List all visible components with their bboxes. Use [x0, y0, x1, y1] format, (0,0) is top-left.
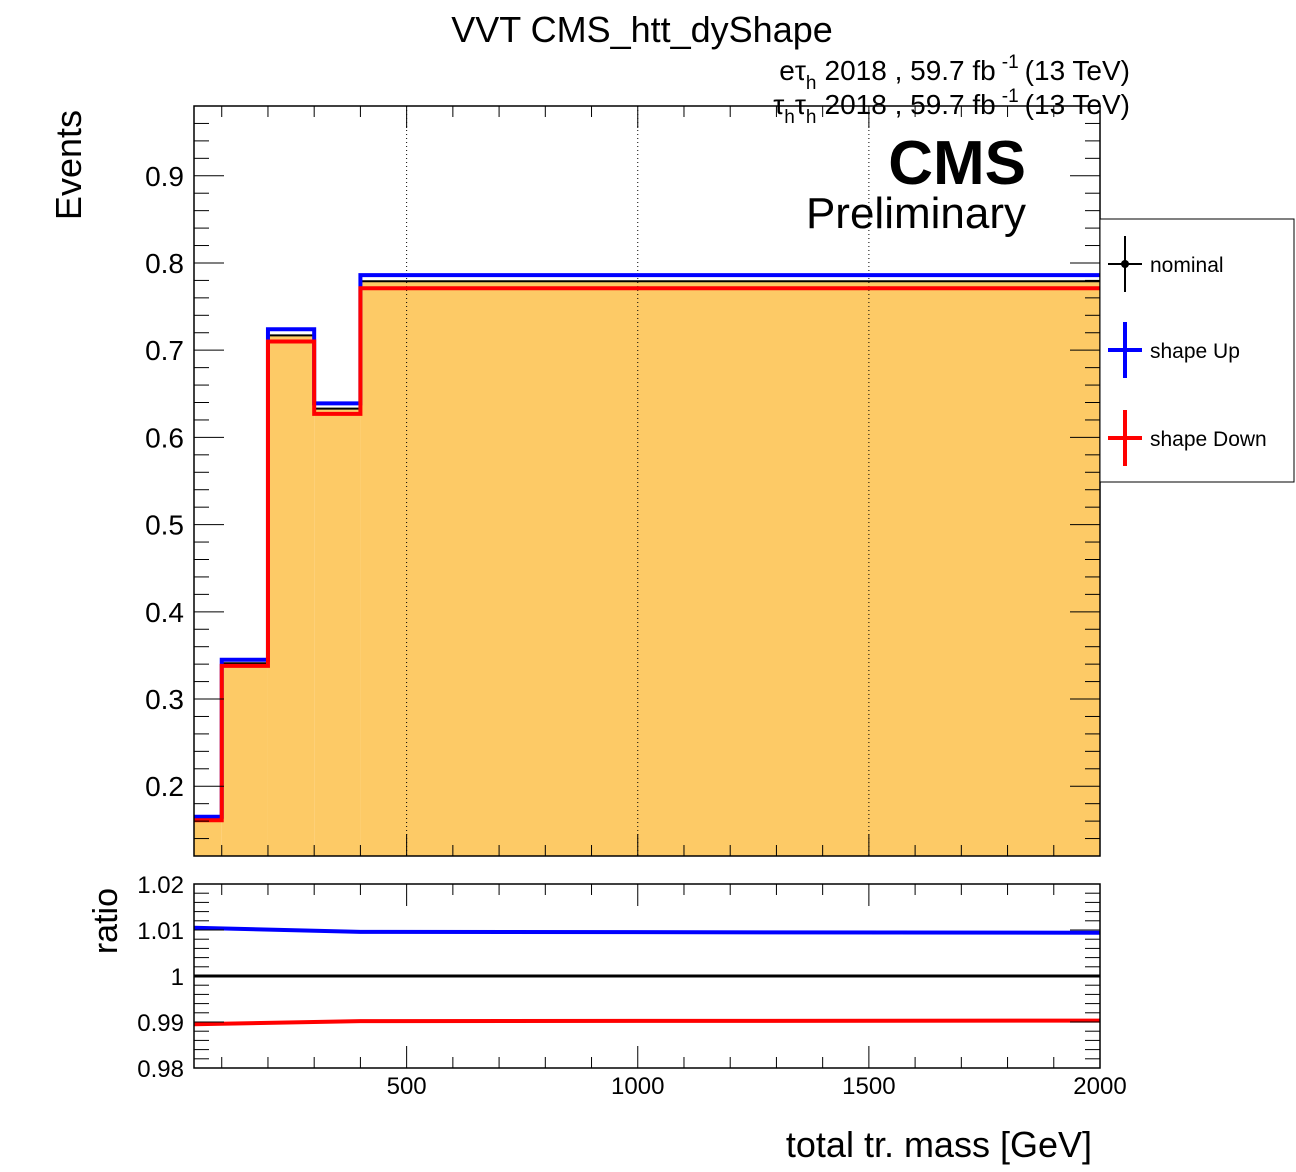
lumi-2-channel2: τ	[795, 89, 806, 120]
lumi-line-1: eτh 2018 , 59.7 fb -1 (13 TeV)	[779, 52, 1130, 94]
lumi-2-channel: τ	[773, 89, 784, 120]
main-lines-layer	[194, 273, 1100, 823]
legend-entry: shape Down	[1150, 428, 1267, 451]
main-fill-layer	[194, 281, 1100, 856]
lumi-2-text: 2018 , 59.7 fb	[825, 89, 996, 120]
ratio-up-line	[193, 925, 1101, 935]
ratio-lines-layer	[193, 925, 1101, 1027]
ratio-down-line	[193, 1018, 1101, 1027]
nominal-bar	[194, 818, 222, 856]
main-y-tick-label: 0.3	[145, 684, 184, 715]
nominal-bar	[360, 281, 1100, 856]
lumi-2-energy: (13 TeV)	[1025, 89, 1130, 120]
shape-down-step-line	[194, 286, 1100, 823]
lumi-1-text: 2018 , 59.7 fb	[825, 55, 996, 86]
legend: nominal shape Up shape Down	[1099, 218, 1295, 483]
main-y-tick-label: 0.4	[145, 597, 184, 628]
lumi-2-sub: h	[784, 107, 795, 128]
x-tick-label: 1000	[611, 1073, 664, 1100]
nominal-bar	[314, 408, 361, 856]
main-y-tick-label: 0.6	[145, 422, 184, 453]
lumi-1-channel: eτ	[779, 55, 806, 86]
lumi-2-sub2: h	[806, 107, 817, 128]
lumi-1-energy: (13 TeV)	[1025, 55, 1130, 86]
ratio-y-tick-label: 1.01	[137, 918, 184, 945]
ratio-y-tick-label: 0.99	[137, 1010, 184, 1037]
ratio-ylabel: ratio	[87, 888, 125, 954]
main-ylabel: Events	[48, 110, 89, 220]
lumi-1-sub: h	[806, 73, 817, 94]
main-y-tick-label: 0.5	[145, 510, 184, 541]
ratio-y-tick-label: 0.98	[137, 1056, 184, 1083]
main-y-tick-label: 0.2	[145, 771, 184, 802]
ratio-y-tick-label: 1.02	[137, 872, 184, 899]
legend-entry: shape Up	[1150, 340, 1240, 363]
main-y-tick-label: 0.8	[145, 248, 184, 279]
ratio-y-tick-label: 1	[171, 964, 184, 991]
lumi-line-2: τhτh 2018 , 59.7 fb -1 (13 TeV)	[773, 86, 1130, 128]
x-tick-label: 2000	[1073, 1073, 1126, 1100]
lumi-2-sup: -1	[1002, 86, 1019, 107]
lumi-1-sup: -1	[1002, 52, 1019, 73]
nominal-bar	[221, 663, 268, 856]
cms-label: CMS	[888, 129, 1026, 198]
x-tick-label: 1500	[842, 1073, 895, 1100]
main-y-tick-label: 0.7	[145, 335, 184, 366]
legend-marker-dot	[1121, 260, 1129, 268]
ratio-frame-layer: 0.98 0.99 1 1.01 1.02 500 1000 1500 2000	[137, 872, 1126, 1100]
x-axis-label: total tr. mass [GeV]	[786, 1124, 1092, 1165]
cms-sublabel: Preliminary	[806, 189, 1026, 238]
legend-entry: nominal	[1150, 254, 1224, 277]
x-tick-label: 500	[387, 1073, 427, 1100]
nominal-bar	[267, 335, 315, 856]
main-grid-layer	[406, 106, 870, 856]
main-y-tick-label: 0.9	[145, 161, 184, 192]
chart-title: VVT CMS_htt_dyShape	[451, 9, 833, 50]
